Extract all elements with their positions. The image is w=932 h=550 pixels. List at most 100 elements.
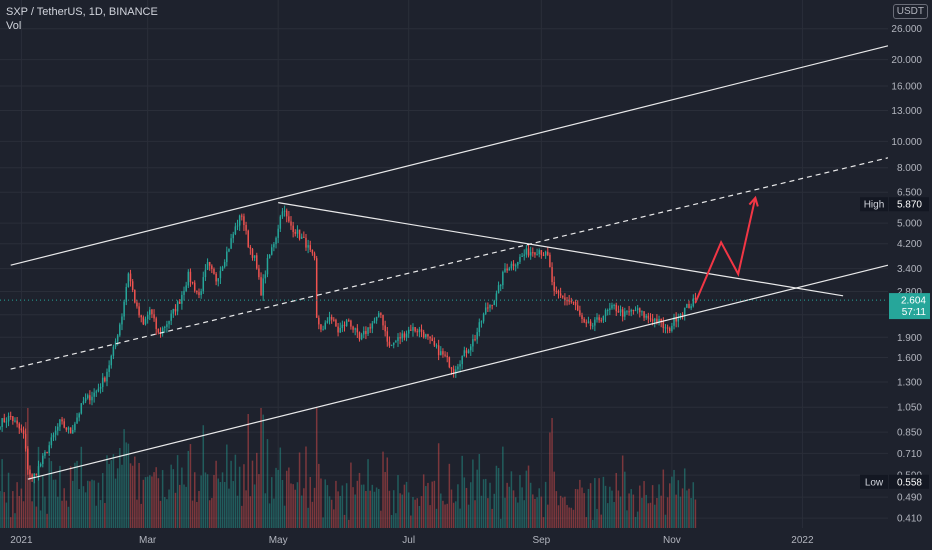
volume-bar [82,486,85,528]
candle-body [628,311,630,313]
candle-body [369,327,371,329]
symbol-title[interactable]: SXP / TetherUS, 1D, BINANCE [6,6,158,18]
volume-bar [489,482,491,528]
candle-body [185,285,187,291]
arrow-head [748,195,759,207]
currency-label[interactable]: USDT [892,4,928,19]
volume-bar [525,470,528,528]
candle-body [662,321,665,329]
candle-body [123,301,125,317]
volume-bar [52,479,55,528]
candle-body [437,345,440,356]
volume-bar [499,518,502,528]
candle-body [467,350,470,354]
volume-bar [164,496,166,528]
price-tick-label: 13.000 [891,106,922,117]
candle-body [547,251,549,255]
candle-body [493,300,496,306]
volume-bar [89,481,91,528]
volume-bar [9,517,12,528]
candle-body [37,466,40,476]
volume-bar [440,493,442,528]
legend[interactable]: SXP / TetherUS, 1D, BINANCE Vol [6,5,158,33]
volume-bar [211,498,213,528]
volume-bar [67,506,70,528]
candle-body [78,413,80,418]
volume-bar [356,480,359,528]
volume-bar [559,495,562,528]
volume-bar [129,463,132,528]
volume-bar [170,464,172,528]
candle-body [553,281,555,291]
candle-body [433,341,436,346]
candle-body [12,416,14,422]
volume-bar [54,479,57,528]
candle-body [619,309,622,313]
volume-bar [420,496,423,528]
volume-bar [437,443,440,528]
candle-body [675,317,677,322]
candle-body [399,337,401,339]
volume-bar [352,487,354,528]
volume-bar [418,505,421,528]
candle-body [658,318,660,323]
candle-body [534,252,536,255]
candle-body [7,415,10,422]
candle-body [598,317,600,321]
volume-bar [104,503,106,528]
candle-body [67,427,70,430]
volume-bar [594,478,596,528]
candle-body [495,293,498,301]
candle-body [52,434,55,438]
volume-bar [234,454,237,528]
candle-body [591,325,594,327]
volume-bar [193,472,196,528]
volume-bar [656,498,658,528]
candle-body [114,341,117,347]
volume-bar [664,514,667,528]
candle-body [57,426,59,431]
candle-body [442,351,444,355]
volume-label[interactable]: Vol [6,20,22,32]
volume-bar [74,462,76,528]
volume-bar [247,414,249,528]
candle-body [187,271,190,286]
volume-bar [140,503,142,528]
volume-bar [514,497,517,528]
candle-body [168,320,170,325]
candle-body [65,427,68,430]
candle-body [412,327,414,331]
volume-bar [343,514,346,528]
volume-bar [455,501,457,528]
time-tick-label: Mar [139,535,157,546]
candle-body [245,225,247,231]
candle-body [397,337,399,342]
candle-body [290,221,292,226]
time-axis[interactable] [0,528,888,550]
candle-body [499,285,502,287]
candle-body [557,290,560,294]
candle-body [668,328,671,331]
candle-body [200,291,202,296]
candle-body [14,420,16,422]
price-axis[interactable] [888,0,932,550]
channel-mid-line [10,157,889,370]
low-tag-value: 0.558 [897,477,922,488]
volume-bar [606,503,609,528]
volume-bar [639,485,641,528]
volume-bar [482,479,485,528]
candle-body [285,210,288,217]
candle-body [694,298,697,300]
candle-body [664,327,667,329]
volume-bar [523,500,525,528]
volume-bar [562,497,564,528]
volume-bar [238,466,241,528]
volume-bar [405,481,408,528]
candle-body [604,310,607,317]
volume-bar [375,487,378,528]
volume-bar [677,480,680,528]
volume-bar [583,493,585,528]
candle-body [521,255,523,257]
